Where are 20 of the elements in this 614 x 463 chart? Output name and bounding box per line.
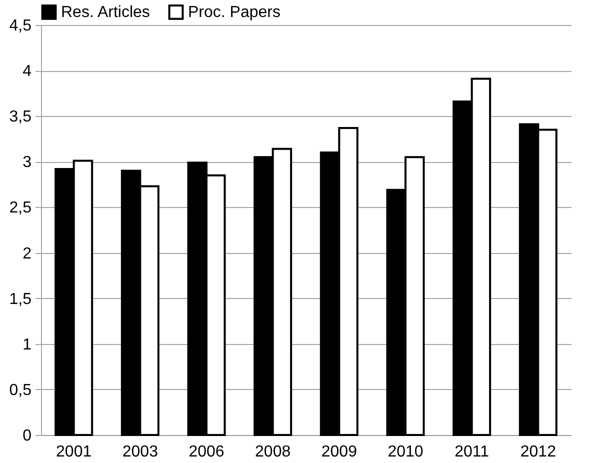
x-tick-label: 2008	[255, 444, 291, 460]
x-tick-label: 2010	[388, 444, 424, 460]
x-tick-label: 2006	[188, 444, 224, 460]
y-tick-label: 0,5	[9, 382, 32, 399]
x-tick-label: 2011	[454, 444, 490, 460]
x-tick-label: 2001	[56, 444, 92, 460]
y-tick-label: 4	[22, 63, 32, 80]
y-tick-label: 2	[22, 245, 32, 262]
y-tick-label: 2,5	[9, 200, 32, 217]
x-tick-label: 2003	[122, 444, 158, 460]
legend-label: Proc. Papers	[188, 4, 280, 22]
y-tick-label: 0	[22, 428, 32, 444]
x-tick-label: 2009	[321, 444, 358, 460]
y-tick-label: 4,5	[9, 18, 32, 34]
y-tick-label: 3	[22, 154, 32, 172]
y-tick-label: 1	[22, 336, 32, 354]
y-tick-label: 1,5	[9, 290, 32, 308]
x-tick-label: 2012	[520, 444, 556, 460]
y-tick-label: 3,5	[9, 108, 32, 126]
legend-label: Res. Articles	[61, 4, 150, 22]
